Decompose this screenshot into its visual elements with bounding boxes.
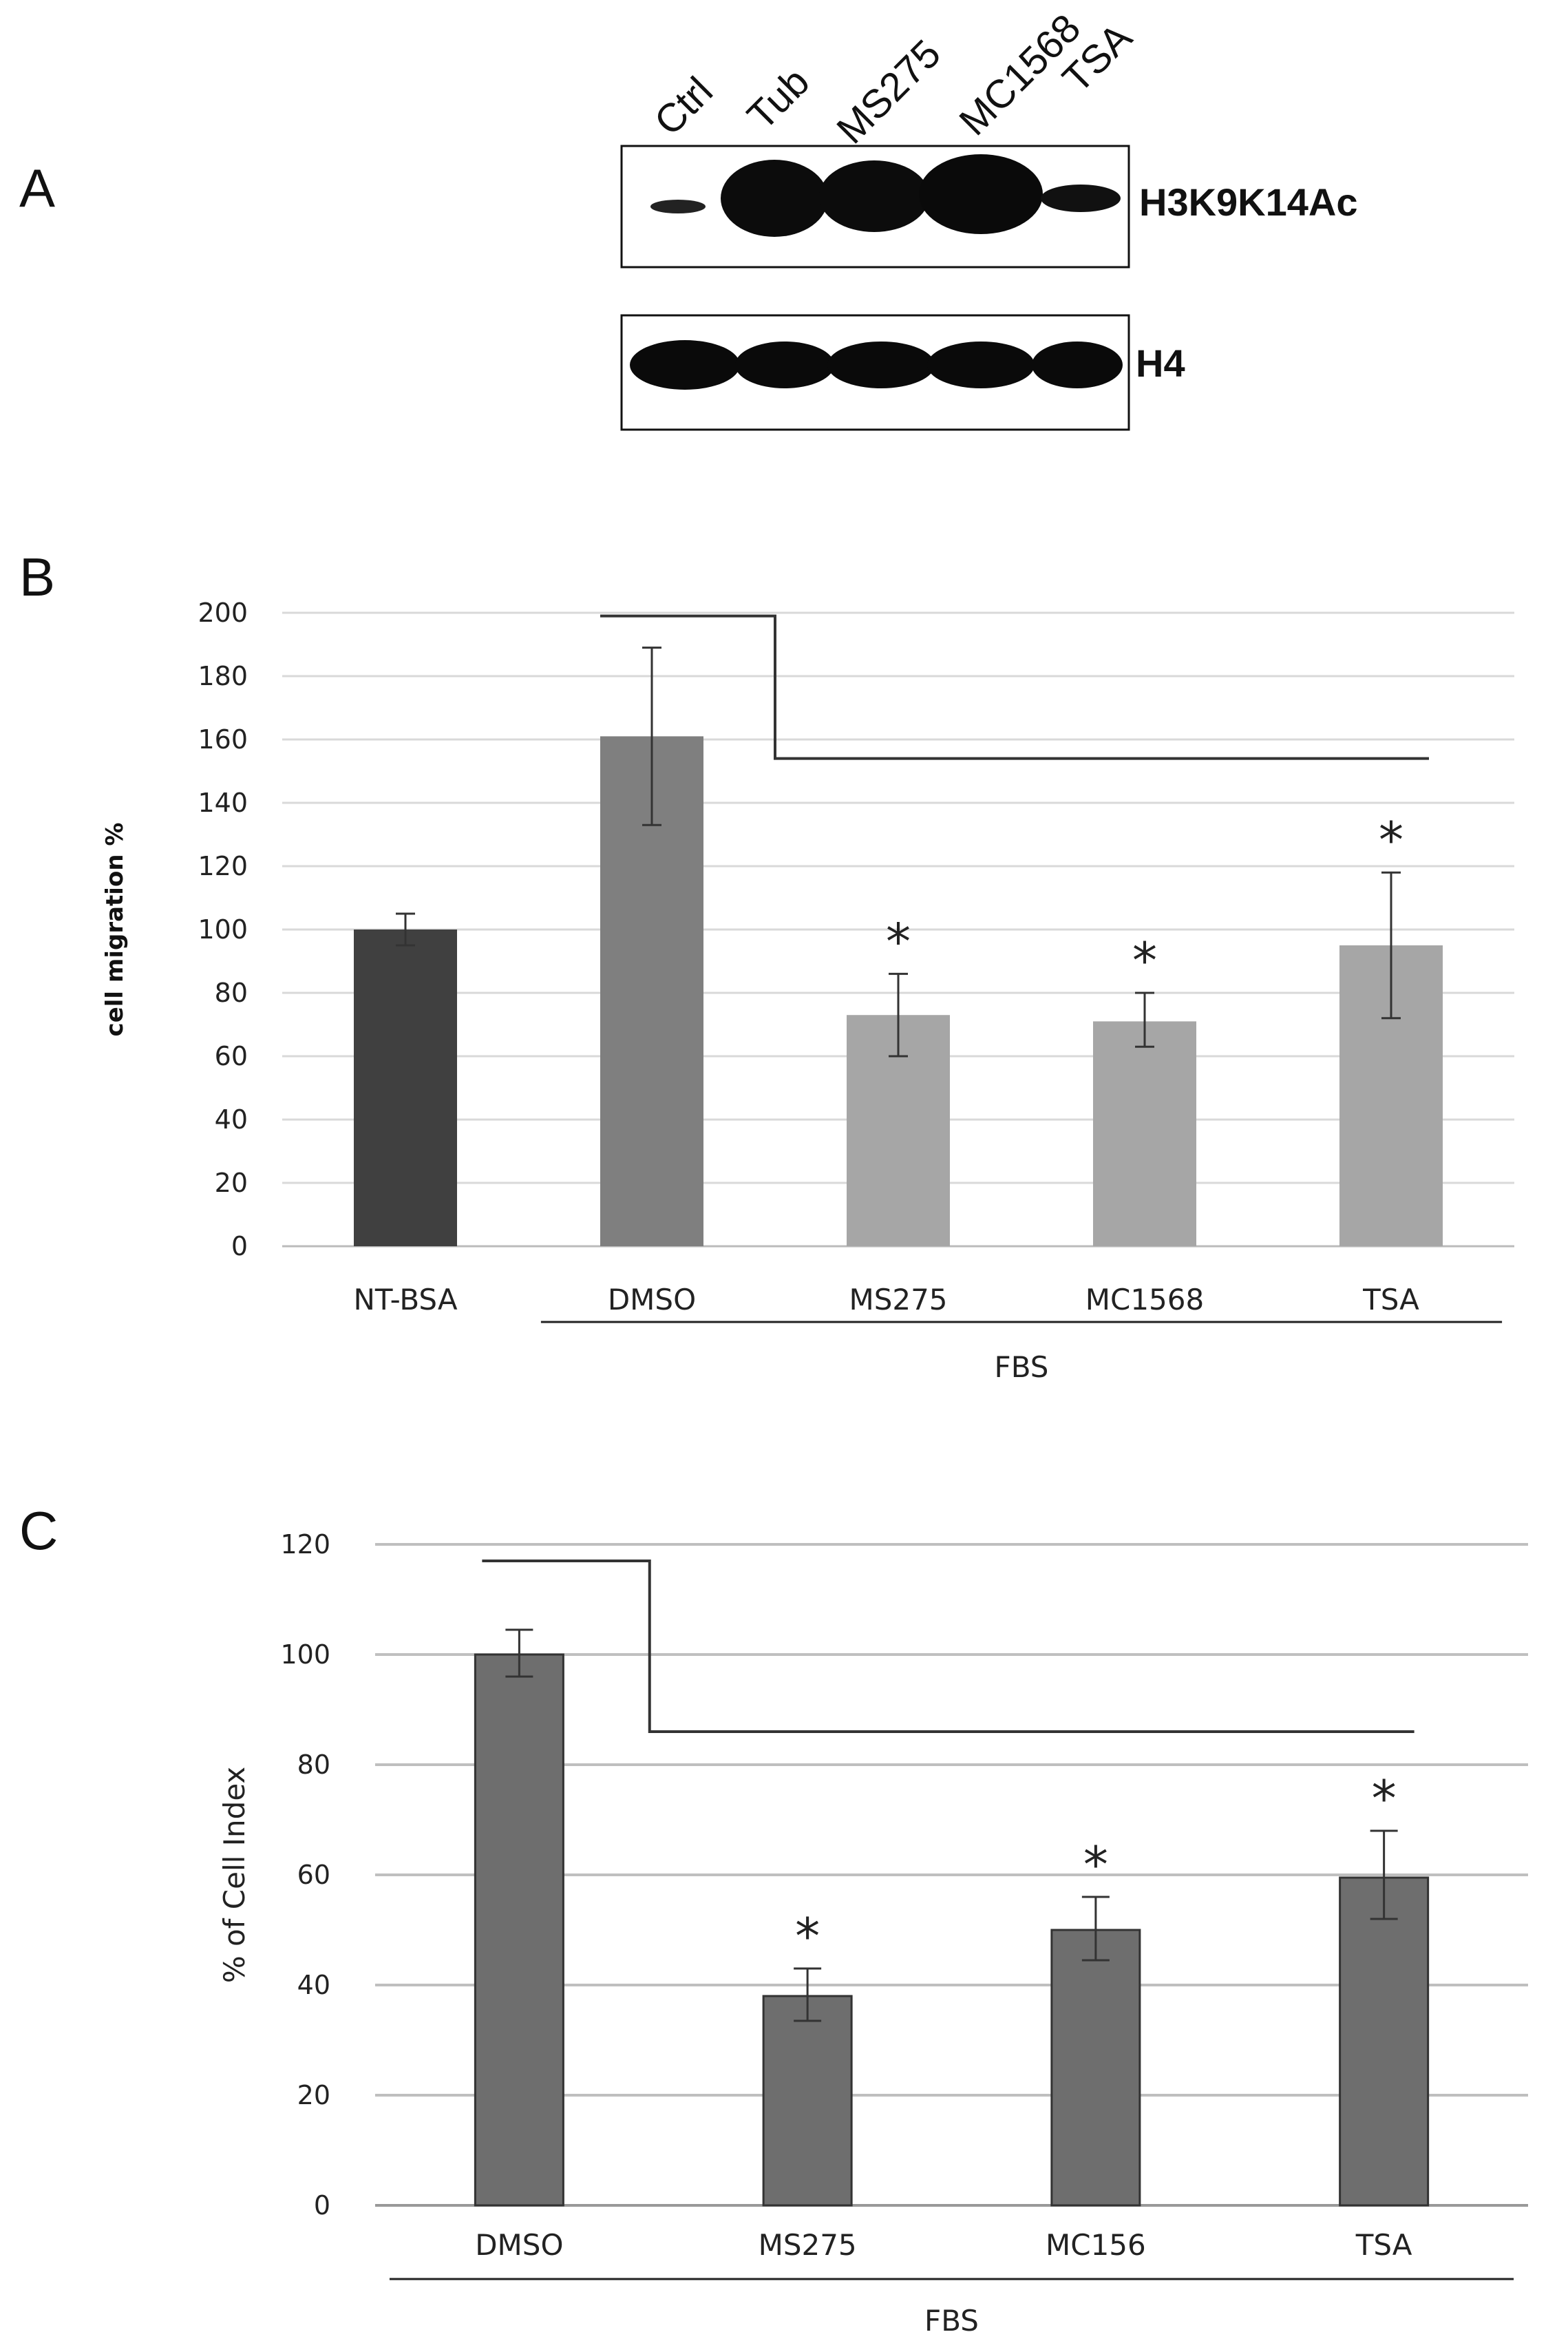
bar-mc1568 xyxy=(1093,1021,1196,1246)
band-h4-ms275 xyxy=(827,342,935,388)
bar-nt-bsa xyxy=(354,930,457,1246)
chart-b: 0 20 40 60 80 100 120 140 160 180 200 cell migratio… xyxy=(101,598,1514,1384)
lane-label-tub: Tub xyxy=(739,59,818,138)
band-tub xyxy=(721,160,828,237)
y-tick-label: 0 xyxy=(231,1231,248,1261)
bar-ms275 xyxy=(762,1995,853,2207)
significance-star: * xyxy=(1379,811,1403,869)
bar-mc156 xyxy=(1050,1929,1141,2207)
y-tick-label: 40 xyxy=(215,1104,248,1135)
band-h4-tsa xyxy=(1032,342,1123,388)
y-tick-label: 120 xyxy=(198,851,248,881)
category-label: MS275 xyxy=(759,2228,857,2262)
blot-bottom-label: H4 xyxy=(1136,342,1185,385)
category-label: DMSO xyxy=(608,1283,696,1316)
y-tick-label: 80 xyxy=(215,978,248,1008)
blot-top-label: H3K9K14Ac xyxy=(1139,180,1358,224)
band-mc1568 xyxy=(919,154,1043,234)
y-tick-label: 80 xyxy=(297,1750,330,1780)
band-h4-ctrl xyxy=(630,340,740,390)
y-tick-label: 100 xyxy=(198,914,248,945)
y-tick-label: 100 xyxy=(280,1639,330,1670)
blot-h3k9k14ac: H3K9K14Ac xyxy=(620,145,1358,269)
chart-c: 0 20 40 60 80 100 120 % of Cell Index DMSO * MS275… xyxy=(218,1529,1528,2338)
lane-label-ctrl: Ctrl xyxy=(646,68,721,144)
y-axis-label: % of Cell Index xyxy=(218,1767,251,1984)
western-blot-lane-labels: Ctrl Tub MS275 MC1568 TSA xyxy=(646,6,1141,152)
significance-star: * xyxy=(886,912,911,970)
y-tick-label: 160 xyxy=(198,724,248,755)
y-tick-label: 60 xyxy=(297,1860,330,1890)
group-label: FBS xyxy=(924,2304,979,2338)
significance-star: * xyxy=(1372,1770,1397,1827)
category-label: TSA xyxy=(1355,2228,1412,2262)
bar-dmso xyxy=(474,1653,564,2207)
panel-c-letter: C xyxy=(19,1500,58,1561)
lane-label-ms275: MS275 xyxy=(828,31,949,152)
y-tick-label: 60 xyxy=(215,1041,248,1071)
y-tick-label: 0 xyxy=(314,2190,330,2221)
significance-bracket xyxy=(600,614,1429,760)
significance-star: * xyxy=(1132,932,1157,989)
significance-star: * xyxy=(795,1907,820,1965)
y-tick-label: 140 xyxy=(198,788,248,818)
band-h4-mc1568 xyxy=(927,342,1035,388)
y-tick-label: 40 xyxy=(297,1970,330,2000)
band-tsa xyxy=(1041,185,1121,212)
y-tick-label: 20 xyxy=(297,2080,330,2110)
band-ms275 xyxy=(819,160,929,232)
significance-bracket xyxy=(482,1560,1415,1733)
y-tick-label: 120 xyxy=(280,1529,330,1560)
y-tick-label: 200 xyxy=(198,598,248,628)
panel-b-letter: B xyxy=(19,547,55,607)
significance-star: * xyxy=(1083,1836,1108,1893)
category-label: NT-BSA xyxy=(353,1283,457,1316)
panel-a-letter: A xyxy=(19,158,55,218)
blot-h4: H4 xyxy=(620,314,1185,431)
y-tick-label: 180 xyxy=(198,661,248,691)
y-axis-label: cell migration % xyxy=(101,823,129,1037)
category-label: TSA xyxy=(1362,1283,1419,1316)
group-label: FBS xyxy=(995,1350,1049,1384)
band-h4-tub xyxy=(735,342,834,388)
band-ctrl xyxy=(650,200,706,213)
category-label: MC156 xyxy=(1046,2228,1146,2262)
category-label: MS275 xyxy=(849,1283,947,1316)
bar-tsa xyxy=(1339,1876,1430,2207)
y-tick-label: 20 xyxy=(215,1168,248,1198)
category-label: MC1568 xyxy=(1085,1283,1204,1316)
category-label: DMSO xyxy=(475,2228,563,2262)
